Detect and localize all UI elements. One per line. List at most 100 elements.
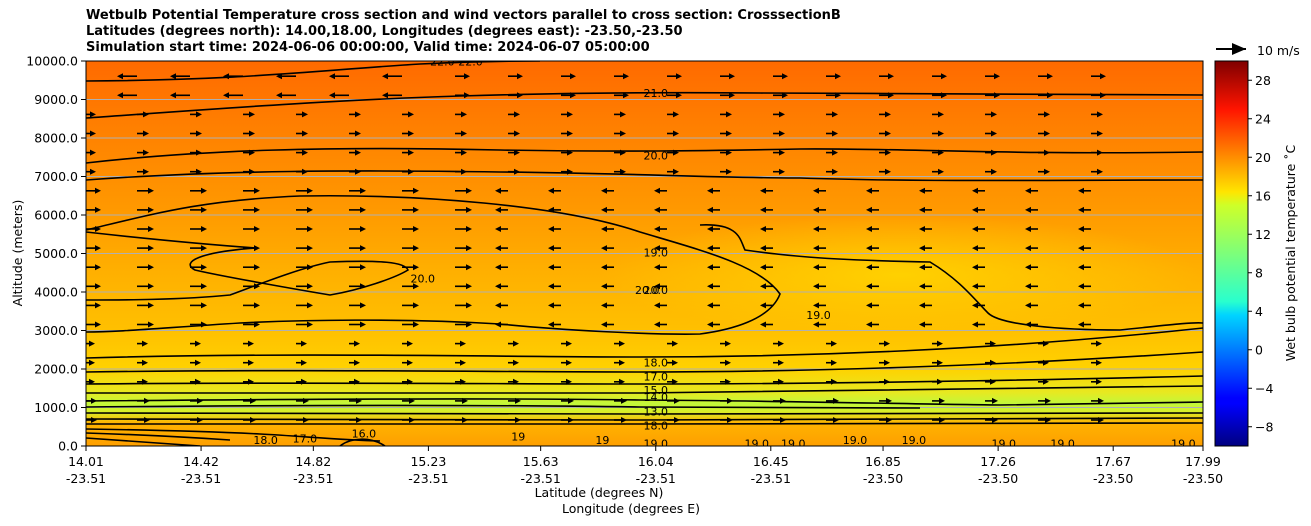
- contour-label: 19.0: [1050, 437, 1075, 450]
- wind-arrowhead: [329, 92, 335, 99]
- x-tick-label-lon: -23.51: [66, 471, 106, 486]
- wind-arrowhead: [1044, 168, 1050, 175]
- x-tick-label-lat: 16.45: [753, 454, 789, 469]
- wind-arrowhead: [729, 73, 735, 80]
- wind-arrowhead: [939, 417, 945, 423]
- wind-arrowhead: [833, 397, 839, 404]
- contour-label: 19.0: [806, 309, 831, 322]
- x-axis-label-lon: Longitude (degrees E): [562, 501, 700, 516]
- wind-arrowhead: [1025, 226, 1031, 232]
- wind-arrowhead: [888, 73, 894, 80]
- wind-arrowhead: [95, 187, 101, 194]
- wind-arrowhead: [760, 226, 766, 232]
- wind-arrowhead: [672, 340, 678, 347]
- wind-arrowhead: [254, 283, 260, 290]
- x-tick-label-lat: 17.67: [1095, 454, 1131, 469]
- wind-arrowhead: [360, 264, 366, 271]
- wind-arrowhead: [382, 54, 388, 60]
- wind-arrowhead: [972, 226, 978, 232]
- wind-arrowhead: [725, 340, 731, 347]
- colorbar-tick-label: 4: [1255, 304, 1263, 319]
- wind-arrowhead: [148, 264, 154, 271]
- wind-arrowhead: [254, 206, 260, 213]
- wind-arrowhead: [919, 264, 925, 271]
- wind-arrowhead: [201, 302, 207, 309]
- x-tick-label-lat: 14.42: [183, 454, 219, 469]
- wind-arrowhead: [197, 397, 203, 404]
- wind-arrowhead: [1045, 417, 1051, 423]
- wind-arrowhead: [654, 264, 660, 271]
- wind-arrowhead: [620, 149, 626, 156]
- wind-arrowhead: [495, 321, 501, 328]
- wind-arrowhead: [1025, 321, 1031, 328]
- wind-arrowhead: [620, 111, 626, 118]
- wind-arrowhead: [725, 378, 731, 385]
- wind-arrowhead: [570, 73, 576, 80]
- colorbar-tick-label: 28: [1255, 73, 1271, 88]
- wind-arrowhead: [707, 206, 713, 213]
- wind-arrowhead: [972, 283, 978, 290]
- wind-arrowhead: [355, 111, 361, 118]
- wind-arrowhead: [938, 149, 944, 156]
- wind-arrowhead: [672, 378, 678, 385]
- wind-arrowhead: [95, 321, 101, 328]
- wind-arrowhead: [276, 92, 282, 99]
- contour-label: 20.0: [411, 273, 436, 286]
- wind-arrowhead: [992, 397, 998, 404]
- wind-arrowhead: [813, 245, 819, 252]
- wind-arrowhead: [991, 168, 997, 175]
- wind-arrowhead: [1045, 397, 1051, 404]
- wind-arrowhead: [517, 54, 523, 60]
- contour-label: 21.0: [643, 87, 668, 100]
- contour-label: 19.0: [643, 247, 668, 260]
- x-tick-label-lon: -23.51: [521, 471, 561, 486]
- wind-arrowhead: [307, 264, 313, 271]
- wind-arrowhead: [1044, 130, 1050, 137]
- wind-arrowhead: [707, 302, 713, 309]
- wind-arrowhead: [461, 111, 467, 118]
- wind-arrowhead: [760, 206, 766, 213]
- wind-arrowhead: [201, 245, 207, 252]
- wind-arrowhead: [95, 226, 101, 232]
- wind-arrowhead: [760, 321, 766, 328]
- wind-arrowhead: [460, 378, 466, 385]
- wind-arrowhead: [195, 340, 201, 347]
- wind-arrowhead: [413, 245, 419, 252]
- wind-arrowhead: [994, 73, 1000, 80]
- wind-arrowhead: [195, 378, 201, 385]
- wind-arrowhead: [464, 92, 470, 99]
- wind-arrowhead: [866, 283, 872, 290]
- wind-arrowhead: [727, 417, 733, 423]
- wind-arrowhead: [673, 111, 679, 118]
- wind-arrowhead: [623, 92, 629, 99]
- wind-arrowhead: [939, 397, 945, 404]
- wind-arrowhead: [782, 92, 788, 99]
- wind-arrowhead: [89, 378, 95, 385]
- wind-arrowhead: [886, 417, 892, 423]
- wind-arrowhead: [568, 397, 574, 404]
- wind-arrowhead: [919, 283, 925, 290]
- wind-arrowhead: [360, 283, 366, 290]
- wind-arrowhead: [620, 168, 626, 175]
- contour-line: [86, 170, 1203, 182]
- wind-arrowhead: [464, 73, 470, 80]
- wind-arrowhead: [117, 73, 123, 80]
- wind-arrowhead: [919, 206, 925, 213]
- wind-arrowhead: [248, 340, 254, 347]
- contour-line: [86, 428, 381, 442]
- contour-line: [86, 437, 201, 446]
- y-tick-label: 6000.0: [34, 208, 78, 223]
- wind-arrowhead: [782, 54, 788, 60]
- contour-label: 19.0: [781, 437, 806, 450]
- wind-arrowhead: [888, 54, 894, 60]
- contour-line: [86, 61, 541, 82]
- wind-arrowhead: [1043, 378, 1049, 385]
- wind-arrowhead: [1025, 302, 1031, 309]
- wind-arrowhead: [196, 149, 202, 156]
- wind-arrowhead: [566, 359, 572, 366]
- wind-arrowhead: [148, 245, 154, 252]
- colorbar-ticks: −8 −4 0 4 8 12 16 20 24 28: [1248, 73, 1273, 434]
- colorbar-tick-label: 12: [1255, 227, 1271, 242]
- contour-line: [86, 327, 1203, 359]
- wind-arrowhead: [813, 283, 819, 290]
